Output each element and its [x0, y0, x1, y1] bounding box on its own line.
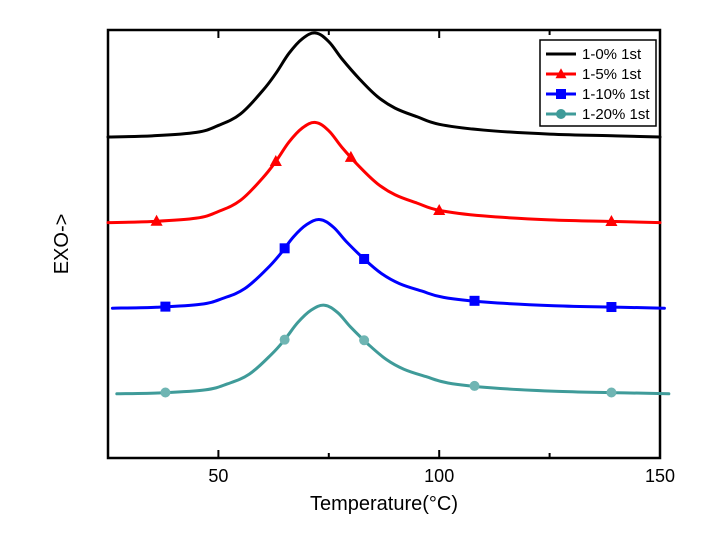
marker-circle	[470, 381, 480, 391]
legend-label: 1-10% 1st	[582, 86, 650, 103]
x-tick-label: 50	[208, 466, 228, 486]
chart-container: 50 100 150 Temperature(°C) EXO-> 1-0% 1st 1-5%…	[0, 0, 728, 538]
marker-circle	[359, 335, 369, 345]
x-tick-label: 100	[424, 466, 454, 486]
marker-square	[606, 302, 616, 312]
legend-label: 1-5% 1st	[582, 66, 642, 83]
marker-circle	[606, 388, 616, 398]
marker-circle	[556, 109, 566, 119]
marker-square	[280, 243, 290, 253]
legend-label: 1-20% 1st	[582, 106, 650, 123]
marker-square	[556, 89, 566, 99]
x-axis-label: Temperature(°C)	[310, 493, 458, 515]
dsc-chart: 50 100 150 Temperature(°C) EXO-> 1-0% 1st 1-5%…	[0, 0, 728, 538]
marker-square	[160, 302, 170, 312]
marker-square	[359, 254, 369, 264]
marker-circle	[280, 335, 290, 345]
y-axis-label: EXO->	[51, 214, 73, 275]
x-tick-label: 150	[645, 466, 675, 486]
legend-label: 1-0% 1st	[582, 46, 642, 63]
marker-square	[470, 296, 480, 306]
marker-circle	[160, 388, 170, 398]
